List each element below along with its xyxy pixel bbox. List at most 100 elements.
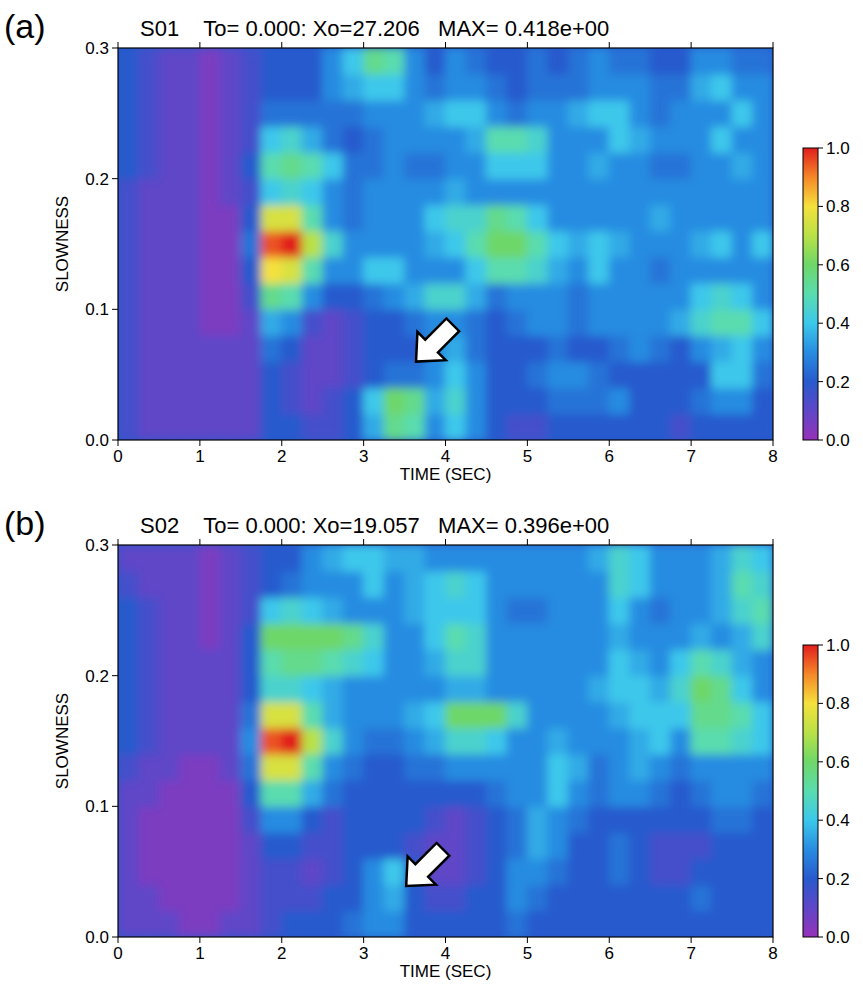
heatmap-cell: [445, 910, 466, 937]
y-axis-title: SLOWNESS: [53, 693, 72, 789]
heatmap-cell: [220, 230, 241, 257]
heatmap-cell: [732, 48, 753, 75]
heatmap-cell: [711, 283, 732, 310]
heatmap-cell: [138, 754, 159, 781]
heatmap-cell: [199, 335, 220, 362]
heatmap-cell: [691, 623, 712, 650]
heatmap-cell: [322, 204, 343, 231]
heatmap-cell: [547, 571, 568, 598]
heatmap-cell: [752, 571, 773, 598]
heatmap-cell: [568, 884, 589, 911]
heatmap-cell: [670, 806, 691, 833]
heatmap-cell: [281, 48, 302, 75]
heatmap-cell: [302, 152, 323, 179]
heatmap-cell: [445, 884, 466, 911]
heatmap-cell: [670, 387, 691, 414]
heatmap-cell: [568, 387, 589, 414]
heatmap-cell: [240, 675, 261, 702]
heatmap-cell: [752, 309, 773, 336]
heatmap-cell: [752, 361, 773, 388]
heatmap-cell: [568, 283, 589, 310]
heatmap-cell: [506, 257, 527, 284]
y-tick: [112, 309, 118, 310]
heatmap-cell: [445, 257, 466, 284]
heatmap-cell: [302, 335, 323, 362]
x-tick-top: [363, 539, 364, 545]
heatmap-cell: [425, 126, 446, 153]
heatmap-cell: [220, 74, 241, 101]
heatmap-cell: [732, 727, 753, 754]
heatmap-cell: [261, 48, 282, 75]
heatmap-cell: [752, 545, 773, 572]
heatmap-cell: [302, 649, 323, 676]
heatmap-cell: [650, 675, 671, 702]
heatmap-cell: [547, 361, 568, 388]
heatmap-cell: [404, 675, 425, 702]
heatmap-cell: [261, 727, 282, 754]
heatmap-cell: [281, 74, 302, 101]
heatmap-cell: [670, 754, 691, 781]
heatmap-cell: [363, 48, 384, 75]
x-tick-top: [691, 42, 692, 48]
heatmap-cell: [425, 545, 446, 572]
heatmap-cell: [261, 100, 282, 127]
heatmap-cell: [445, 152, 466, 179]
heatmap-cell: [404, 74, 425, 101]
heatmap-cell: [568, 910, 589, 937]
heatmap-cell: [629, 806, 650, 833]
heatmap-cell: [486, 230, 507, 257]
heatmap-clip: [118, 545, 773, 937]
heatmap-cell: [732, 361, 753, 388]
heatmap-cell: [732, 204, 753, 231]
heatmap-cell: [138, 910, 159, 937]
heatmap-cell: [527, 387, 548, 414]
heatmap-cell: [384, 858, 405, 885]
heatmap-cell: [629, 754, 650, 781]
heatmap-cell: [711, 309, 732, 336]
x-tick-label: 1: [195, 447, 204, 466]
heatmap-cell: [732, 910, 753, 937]
heatmap-cell: [199, 623, 220, 650]
heatmap-cell: [486, 361, 507, 388]
heatmap-cell: [547, 780, 568, 807]
heatmap-cell: [752, 230, 773, 257]
heatmap-cell: [650, 571, 671, 598]
heatmap-cell: [384, 100, 405, 127]
heatmap-cell: [179, 178, 200, 205]
heatmap-cell: [158, 283, 179, 310]
heatmap-cell: [343, 806, 364, 833]
heatmap-cell: [486, 100, 507, 127]
heatmap-cell: [465, 545, 486, 572]
heatmap-cell: [138, 361, 159, 388]
heatmap-cell: [670, 126, 691, 153]
heatmap-cell: [629, 832, 650, 859]
heatmap-cell: [650, 178, 671, 205]
x-tick-top: [363, 42, 364, 48]
heatmap-cell: [199, 832, 220, 859]
heatmap-cell: [588, 283, 609, 310]
heatmap-cell: [486, 623, 507, 650]
heatmap-cell: [425, 701, 446, 728]
heatmap-cell: [158, 597, 179, 624]
heatmap-cell: [138, 806, 159, 833]
heatmap-cell: [711, 597, 732, 624]
heatmap-cell: [281, 100, 302, 127]
heatmap-cell: [158, 701, 179, 728]
heatmap-cell: [261, 283, 282, 310]
heatmap-cell: [118, 178, 139, 205]
heatmap-cell: [384, 178, 405, 205]
heatmap-cell: [527, 178, 548, 205]
heatmap-cell: [322, 754, 343, 781]
heatmap-cell: [384, 806, 405, 833]
heatmap-cell: [425, 597, 446, 624]
heatmap-cell: [138, 204, 159, 231]
x-tick-label: 2: [277, 944, 286, 963]
heatmap-cell: [404, 309, 425, 336]
heatmap-cell: [527, 126, 548, 153]
heatmap-cell: [609, 858, 630, 885]
heatmap-cell: [609, 257, 630, 284]
heatmap-cell: [527, 152, 548, 179]
x-tick-label: 4: [441, 447, 450, 466]
heatmap-cell: [670, 780, 691, 807]
heatmap-cell: [650, 74, 671, 101]
